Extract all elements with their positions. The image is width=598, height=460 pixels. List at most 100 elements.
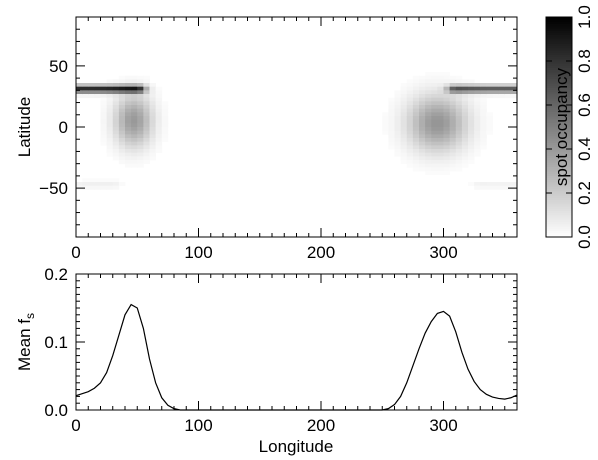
colorbar-step [546,100,572,104]
heatmap-cell [449,149,457,154]
heatmap-cell [431,138,438,143]
colorbar-step [546,120,572,123]
line-tick-labels: 0 100 200 300 0.0 0.1 0.2 [44,265,457,435]
heatmap-cell [406,116,414,121]
line-x-axis-label: Longitude [259,437,334,456]
heatmap-cell [88,86,95,91]
heatmap-cell [155,94,163,99]
heatmap-cell [394,116,402,121]
heatmap-cell [425,149,432,154]
heatmap-cell [400,86,408,91]
colorbar-step [546,171,572,174]
heatmap-cell [449,75,457,80]
heatmap-cell [143,94,150,99]
heatmap-cell [100,134,108,139]
heatmap-cell [431,75,438,80]
heatmap-cell [137,108,144,113]
heatmap-cell [76,90,83,95]
heatmap-cell [474,112,481,117]
heatmap-cell [131,152,138,157]
heatmap-cell [131,141,138,146]
heatmap-cell [131,79,138,84]
heatmap-cell [480,145,487,150]
heatmap-cell [106,112,114,117]
heatmap-cell [143,83,150,88]
heatmap-cell [455,134,463,139]
heatmap-cell [125,94,132,99]
heatmap-cell [437,160,444,165]
colorbar-step [546,50,572,53]
heatmap-cell [474,119,481,124]
heatmap-cell [125,149,132,154]
heatmap-cell [504,94,512,99]
heatmap-cell [431,112,438,117]
line-y-tick-label: 0.1 [44,333,68,352]
heatmap-cell [100,97,108,102]
heatmap-cell [504,86,512,91]
colorbar-step [546,204,572,207]
heatmap-cell [125,83,132,88]
colorbar-step [546,199,572,203]
heatmap-cell [161,112,169,117]
colorbar-gradient [546,17,572,238]
heatmap-cell [88,182,95,187]
heatmap-cell [400,134,408,139]
colorbar-step [546,124,572,128]
heatmap-cell [106,127,114,132]
heatmap-cell [149,127,157,132]
heatmap-cell [143,105,150,110]
heatmap-cell [412,141,420,146]
heatmap-cell [480,83,487,88]
heatmap-cell [443,105,451,110]
heatmap-cell [82,185,89,190]
heatmap-cell [443,72,451,77]
heatmap-cell [425,72,432,77]
heatmap-cell [480,105,487,110]
heatmap-cell [431,90,438,95]
heatmap-cell [443,75,451,80]
heatmap-cell [400,105,408,110]
heatmap-cell [437,119,444,124]
heatmap-cell [498,94,506,99]
heatmap-y-tick-label: −50 [39,179,68,198]
heatmap-cell [449,141,457,146]
heatmap-cell [431,156,438,161]
heatmap-cell [455,160,463,165]
heatmap-cell [100,101,108,106]
colorbar-step [546,98,572,101]
heatmap-cell [474,152,481,157]
heatmap-cell [106,83,114,88]
heatmap-cell [419,123,426,128]
colorbar-step [546,65,572,68]
heatmap-cell [100,130,108,135]
heatmap-cell [486,182,493,187]
heatmap-cell [412,149,420,154]
heatmap-cell [112,134,120,139]
heatmap-cell [468,83,475,88]
heatmap-cell [419,160,426,165]
heatmap-cell [406,149,414,154]
heatmap-cell [161,123,169,128]
heatmap-cell [406,83,414,88]
heatmap-cell [419,130,426,135]
heatmap-cell [388,119,395,124]
heatmap-cell [449,94,457,99]
heatmap-cell [112,185,120,190]
heatmap-cell [480,97,487,102]
heatmap-cell [118,75,126,80]
heatmap-cell [461,101,469,106]
heatmap-cell [443,97,451,102]
heatmap-cell [474,134,481,139]
heatmap-cell [486,127,493,132]
heatmap-cell [143,119,150,124]
colorbar-step [546,91,572,95]
heatmap-cell [419,90,426,95]
heatmap-cell [461,156,469,161]
heatmap-cell [455,101,463,106]
heatmap-cell [412,127,420,132]
colorbar-tick-label: 0.8 [575,49,594,73]
heatmap-cell [137,101,144,106]
colorbar-step [546,157,572,161]
colorbar-step [546,56,572,60]
heatmap-cell [155,134,163,139]
